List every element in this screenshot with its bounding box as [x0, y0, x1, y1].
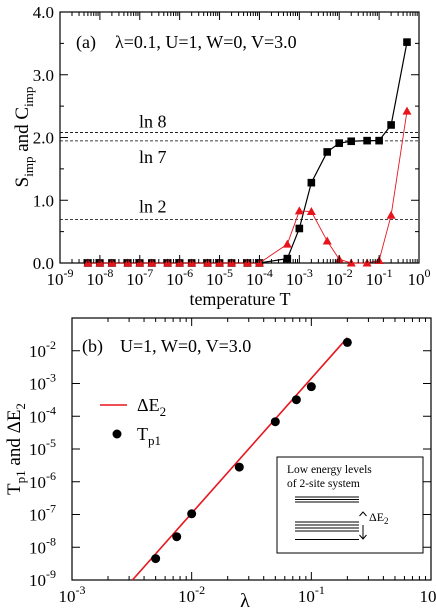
y-tick-label: 10-9: [29, 567, 56, 590]
axis-ticks: 10-3 10-2 10-1 100 10-9 10-8 10-7 10-6 10-5 10-4 1…: [29, 318, 436, 606]
tp1-point: [270, 417, 280, 427]
x-tick-label: 10-8: [86, 266, 113, 289]
c-imp-marker: [306, 207, 316, 216]
x-tick-label: 10-2: [326, 266, 353, 289]
s-imp-marker: [307, 178, 316, 187]
c-imp-marker: [402, 106, 412, 115]
x-tick-label: 10-9: [47, 266, 74, 289]
x-tick-label: 10-4: [246, 266, 273, 289]
y-tick-label: 10-4: [29, 403, 56, 426]
tp1-point: [172, 532, 182, 542]
s-imp-marker: [363, 136, 371, 145]
x-tick-label: 10-3: [59, 583, 86, 606]
inset-levels: [295, 496, 359, 540]
tp1-point: [342, 337, 352, 347]
reference-label: ln 2: [139, 197, 167, 217]
inset-title-1: Low energy levels: [287, 464, 372, 476]
params-a: λ=0.1, U=1, W=0, V=3.0: [115, 32, 297, 52]
x-tick-label: 10-1: [366, 266, 393, 289]
s-imp-marker: [335, 139, 344, 147]
panel-label-a: (a): [76, 32, 96, 53]
c-imp-marker: [282, 239, 292, 248]
legend: ΔE2 Tp1: [100, 395, 166, 448]
reference-label: ln 7: [139, 147, 167, 167]
x-tick-label: 10-3: [286, 266, 313, 289]
y-tick-label: 4.0: [33, 3, 54, 22]
y-tick-label: 10-7: [29, 502, 56, 525]
y-tick-label: 10-8: [29, 534, 56, 557]
s-imp-marker: [347, 137, 356, 146]
c-imp-marker: [294, 206, 304, 215]
x-tick-label: 10-1: [298, 583, 325, 606]
c-imp-marker: [322, 236, 332, 245]
inset-energy-levels: Low energy levels of 2-site system ΔE2: [276, 456, 424, 554]
tp1-point: [291, 395, 301, 405]
chart-panel-b: 10-3 10-2 10-1 100 10-9 10-8 10-7 10-6 10-5 10-4 1…: [4, 317, 436, 612]
s-imp-marker: [387, 121, 395, 129]
y-tick-label: 10-2: [29, 338, 56, 361]
s-imp-marker: [375, 136, 383, 145]
x-tick-label: 100: [420, 583, 436, 606]
x-tick-label: 10-2: [178, 583, 205, 606]
y-tick-label: 10-3: [29, 371, 56, 394]
axis-ticks: 10-9 10-8 10-7 10-6 10-5 10-4 10-3 10-2 10-1 100 0…: [33, 3, 431, 289]
tp1-point: [234, 462, 244, 472]
delta-e2-line: [131, 337, 348, 581]
legend-label-dE2: ΔE2: [137, 395, 166, 419]
chart-panel-a: ln 8ln 7ln 2 10-9 10-8 10-7 10-6 10-5 10-4 10-…: [12, 3, 431, 309]
legend-dot-swatch: [112, 429, 122, 439]
s-imp-marker: [295, 224, 304, 233]
s-imp-marker: [283, 254, 292, 263]
y-axis-label-a: Simp and Cimp: [12, 87, 36, 188]
s-imp-marker: [323, 148, 332, 156]
x-tick-label: 10-7: [126, 266, 153, 289]
inset-title-2: of 2-site system: [287, 478, 360, 490]
x-axis-label-b: λ: [240, 590, 250, 612]
y-tick-label: 3.0: [33, 66, 54, 85]
reference-label: ln 8: [139, 112, 167, 132]
series-group: [131, 337, 352, 581]
y-tick-label: 0.0: [33, 254, 54, 273]
x-axis-label-a: temperature T: [189, 289, 290, 309]
params-b: U=1, W=0, V=3.0: [120, 336, 251, 356]
tp1-point: [151, 554, 161, 564]
c-imp-marker: [386, 210, 396, 219]
plot-area-a: [59, 11, 420, 264]
tp1-point: [306, 382, 316, 392]
tp1-point: [187, 509, 197, 519]
x-tick-label: 10-6: [166, 266, 193, 289]
y-axis-label-b: Tp1 and ΔE2: [4, 403, 28, 495]
inset-arrow: [359, 511, 367, 540]
inset-arrow-label: ΔE2: [369, 510, 389, 526]
inset-frame: [276, 456, 424, 554]
y-tick-label: 10-5: [29, 436, 56, 459]
reference-lines: ln 8 ln 7 ln 2: [60, 112, 419, 220]
x-tick-label: 100: [408, 266, 431, 289]
x-tick-label: 10-5: [206, 266, 233, 289]
panel-label-b: (b): [82, 336, 103, 357]
s-imp-marker: [403, 38, 411, 46]
y-tick-label: 1.0: [33, 191, 54, 210]
legend-label-Tp1: Tp1: [137, 424, 161, 448]
y-tick-label: 10-6: [29, 469, 56, 492]
y-tick-label: 2.0: [33, 129, 54, 148]
